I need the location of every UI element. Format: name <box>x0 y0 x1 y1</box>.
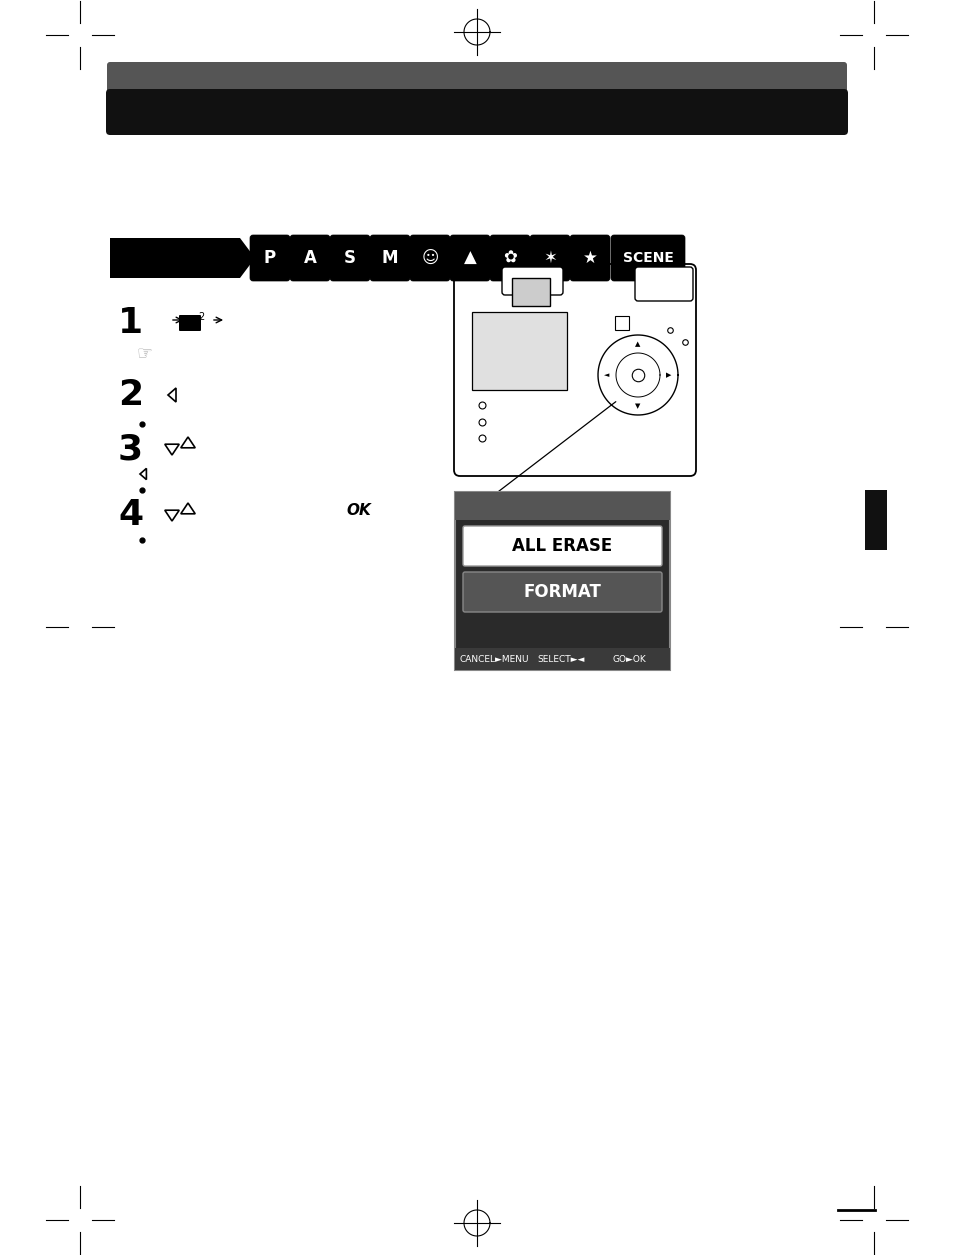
Text: ✶: ✶ <box>542 248 557 267</box>
Polygon shape <box>110 238 254 279</box>
Text: ALL ERASE: ALL ERASE <box>512 537 612 555</box>
Text: S: S <box>344 248 355 267</box>
Text: 2: 2 <box>198 312 204 323</box>
Text: ☞: ☞ <box>136 344 152 361</box>
FancyBboxPatch shape <box>179 315 201 331</box>
Bar <box>455 492 669 670</box>
FancyBboxPatch shape <box>569 235 609 281</box>
FancyBboxPatch shape <box>490 235 530 281</box>
Text: ▶: ▶ <box>665 371 671 378</box>
Text: SCENE: SCENE <box>622 251 673 265</box>
Text: ▼: ▼ <box>635 403 640 409</box>
FancyBboxPatch shape <box>454 264 696 476</box>
Text: SELECT►◄: SELECT►◄ <box>537 655 584 664</box>
Text: 2: 2 <box>118 378 143 412</box>
FancyBboxPatch shape <box>462 526 661 566</box>
Bar <box>455 492 669 520</box>
Text: ☺: ☺ <box>421 248 438 267</box>
Bar <box>110 89 843 95</box>
Text: M: M <box>381 248 397 267</box>
FancyBboxPatch shape <box>530 235 569 281</box>
Text: ★: ★ <box>582 248 597 267</box>
Bar <box>110 93 843 112</box>
Text: 1: 1 <box>118 306 143 340</box>
Text: P: P <box>264 248 275 267</box>
Bar <box>472 312 566 390</box>
Text: 4: 4 <box>118 498 143 532</box>
Bar <box>455 648 669 670</box>
Text: 3: 3 <box>118 432 143 466</box>
FancyBboxPatch shape <box>410 235 450 281</box>
FancyBboxPatch shape <box>610 235 684 281</box>
Text: GO►OK: GO►OK <box>613 655 646 664</box>
FancyBboxPatch shape <box>106 89 847 136</box>
Text: A: A <box>303 248 316 267</box>
Text: ✿: ✿ <box>502 248 517 267</box>
FancyBboxPatch shape <box>501 267 562 295</box>
Text: ▲: ▲ <box>635 341 640 346</box>
Text: ▲: ▲ <box>463 248 476 267</box>
FancyBboxPatch shape <box>290 235 330 281</box>
Text: OK: OK <box>346 502 371 517</box>
FancyBboxPatch shape <box>370 235 410 281</box>
Bar <box>512 279 550 306</box>
Text: FORMAT: FORMAT <box>523 584 600 601</box>
FancyBboxPatch shape <box>250 235 290 281</box>
Bar <box>110 79 843 93</box>
Bar <box>864 489 886 550</box>
Text: ◄: ◄ <box>603 371 609 378</box>
Text: OK: OK <box>539 510 566 527</box>
FancyBboxPatch shape <box>462 572 661 612</box>
FancyBboxPatch shape <box>107 61 846 95</box>
Bar <box>615 316 628 330</box>
Text: CANCEL►MENU: CANCEL►MENU <box>459 655 529 664</box>
FancyBboxPatch shape <box>635 267 692 301</box>
FancyBboxPatch shape <box>330 235 370 281</box>
FancyBboxPatch shape <box>450 235 490 281</box>
